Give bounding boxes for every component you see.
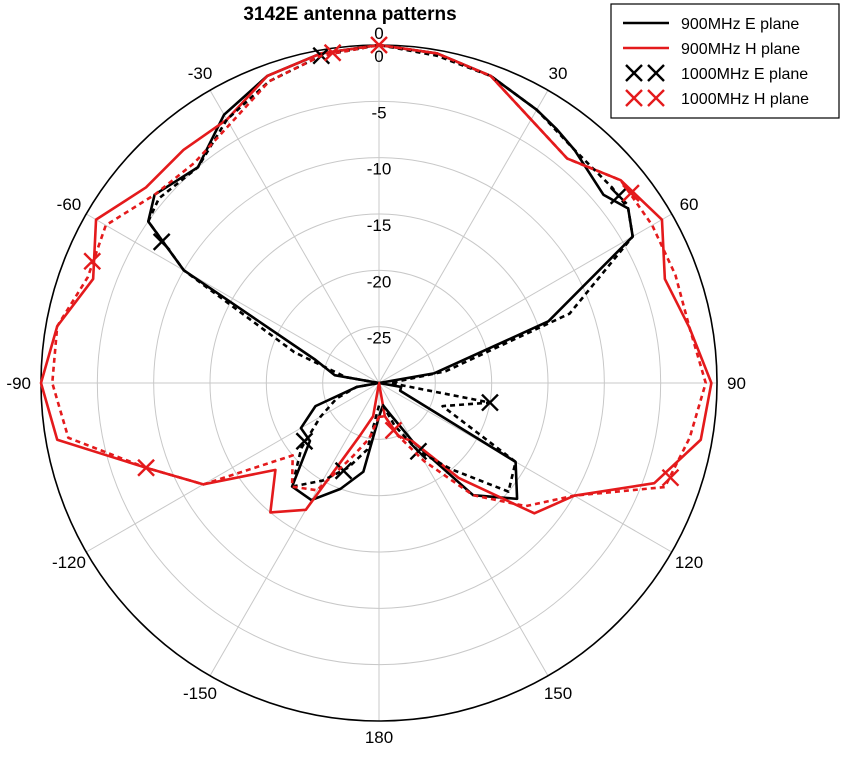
legend-label: 900MHz E plane bbox=[681, 16, 799, 33]
series-marker-3 bbox=[152, 233, 171, 251]
grid-spoke bbox=[209, 90, 380, 384]
grid-spoke bbox=[378, 90, 549, 384]
angle-tick-label: 0 bbox=[374, 24, 383, 43]
grid-spoke bbox=[378, 382, 549, 676]
grid-spoke bbox=[378, 382, 672, 553]
radial-tick-label: -5 bbox=[371, 103, 386, 122]
legend-item: 900MHz E plane bbox=[623, 16, 799, 33]
legend-marker-icon bbox=[647, 89, 665, 107]
legend-label: 900MHz H plane bbox=[681, 41, 800, 58]
angle-tick-label: 150 bbox=[544, 684, 572, 703]
angle-tick-label: -150 bbox=[183, 684, 217, 703]
angle-tick-label: 30 bbox=[549, 64, 568, 83]
grid-spoke bbox=[209, 382, 380, 676]
series-marker-4 bbox=[137, 458, 155, 477]
legend-marker-icon bbox=[625, 64, 643, 82]
radial-tick-label: -25 bbox=[367, 329, 392, 348]
grid-spoke bbox=[378, 213, 672, 384]
angle-tick-label: 120 bbox=[675, 553, 703, 572]
series-marker-3 bbox=[409, 442, 428, 461]
series-marker-4 bbox=[83, 252, 102, 271]
series-marker-3 bbox=[481, 393, 499, 412]
legend-item: 900MHz H plane bbox=[623, 41, 800, 58]
series-marker-3 bbox=[295, 432, 314, 451]
series-line-3 bbox=[146, 43, 634, 493]
radial-tick-label: 0 bbox=[374, 47, 383, 66]
legend-item: 1000MHz E plane bbox=[625, 64, 808, 83]
series-marker-4 bbox=[622, 184, 640, 202]
series-marker-4 bbox=[370, 36, 388, 54]
data-layer bbox=[39, 36, 713, 515]
grid-spoke bbox=[86, 382, 380, 553]
angle-tick-label: 180 bbox=[365, 728, 393, 747]
radial-tick-label: -10 bbox=[367, 160, 392, 179]
angle-tick-label: 60 bbox=[680, 195, 699, 214]
series-marker-4 bbox=[384, 421, 403, 440]
legend-marker-icon bbox=[625, 89, 643, 107]
legend-marker-icon bbox=[647, 64, 665, 82]
angle-tick-label: -120 bbox=[52, 553, 86, 572]
label-layer: -25 -20 -15 -10 -5 0 0 30 60 90 120 150 180 -150 -120 -… bbox=[6, 24, 746, 747]
legend-label: 1000MHz H plane bbox=[681, 91, 809, 108]
angle-tick-label: 90 bbox=[727, 374, 746, 393]
radial-tick-label: -15 bbox=[367, 216, 392, 235]
legend-item: 1000MHz H plane bbox=[625, 89, 809, 108]
angle-tick-label: -60 bbox=[57, 195, 82, 214]
legend-label: 1000MHz E plane bbox=[681, 66, 808, 83]
radial-tick-label: -20 bbox=[367, 272, 392, 291]
chart-title: 3142E antenna patterns bbox=[243, 4, 456, 25]
legend: 900MHz E plane 900MHz H plane 1000MHz E pl… bbox=[610, 3, 840, 119]
series-line-4 bbox=[50, 43, 708, 508]
series-marker-4 bbox=[323, 43, 342, 62]
angle-tick-label: -30 bbox=[188, 64, 213, 83]
series-marker-4 bbox=[661, 468, 680, 487]
grid-spoke bbox=[86, 213, 380, 384]
angle-tick-label: -90 bbox=[6, 374, 31, 393]
series-marker-3 bbox=[334, 461, 353, 480]
